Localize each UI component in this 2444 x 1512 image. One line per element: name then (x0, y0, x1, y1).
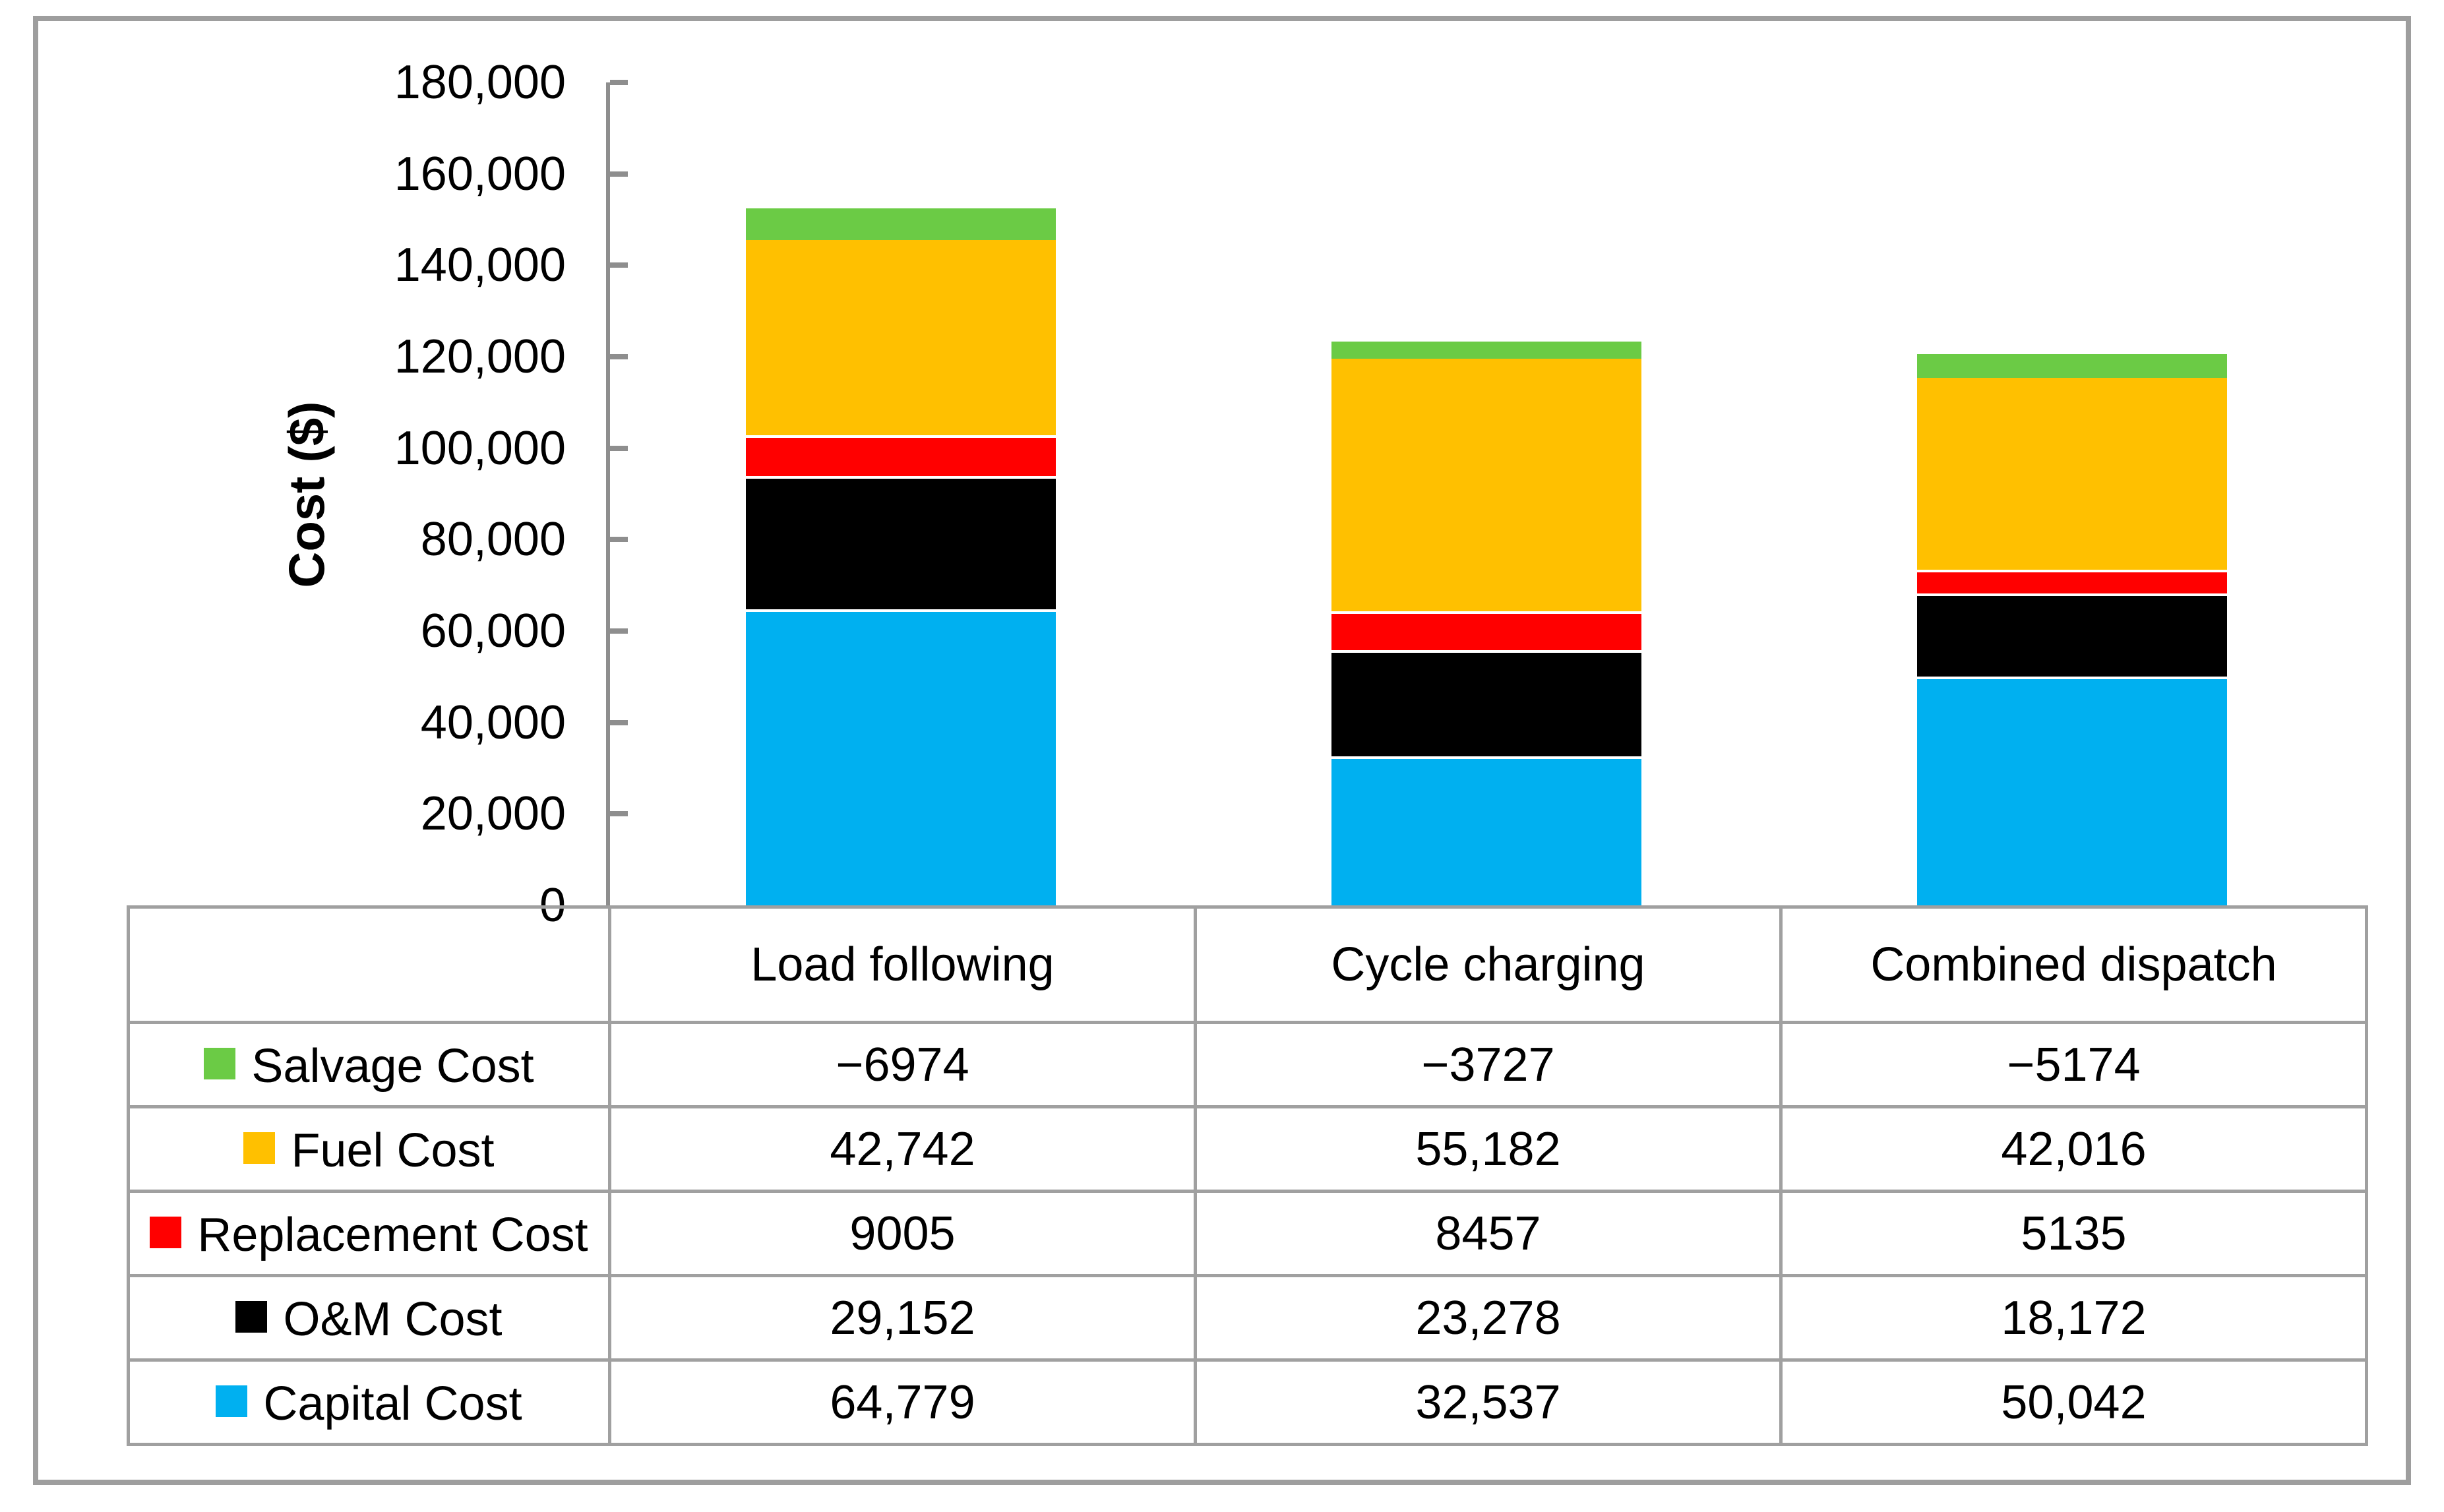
value-cell: 32,537 (1194, 1358, 1783, 1446)
y-tick-mark (610, 628, 628, 634)
y-tick-mark (610, 262, 628, 268)
y-axis-line (606, 82, 610, 908)
legend-swatch-icon (204, 1047, 236, 1079)
y-tick-mark (610, 719, 628, 725)
bar-segment-salvage-cost (1331, 342, 1641, 359)
y-tick-label: 60,000 (420, 605, 566, 657)
bar-segment-capital-cost (746, 609, 1056, 905)
y-axis-title: Cost ($) (279, 401, 336, 588)
bar-segment-o-m-cost (1917, 593, 2227, 677)
value-cell: 64,779 (608, 1358, 1197, 1446)
value-cell: 9005 (608, 1190, 1197, 1277)
stacked-bar-cycle-charging (1331, 342, 1641, 905)
value-cell: −6974 (608, 1021, 1197, 1108)
stacked-bar-combined-dispatch (1917, 354, 2227, 905)
legend-swatch-icon (150, 1216, 182, 1248)
value-cell: 18,172 (1779, 1274, 2368, 1362)
category-header: Load following (608, 905, 1197, 1024)
y-tick-label: 180,000 (394, 56, 566, 109)
bar-segment-capital-cost (1331, 756, 1641, 905)
stacked-bar-load-following (746, 208, 1056, 905)
legend-swatch-icon (243, 1132, 276, 1164)
value-cell: 42,016 (1779, 1105, 2368, 1193)
value-cell: 42,742 (608, 1105, 1197, 1193)
bar-segment-fuel-cost (1917, 378, 2227, 570)
bar-segment-replacement-cost (1331, 611, 1641, 650)
y-tick-label: 120,000 (394, 330, 566, 383)
y-tick-label: 100,000 (394, 421, 566, 475)
plot-area (608, 82, 2365, 905)
bar-segment-o-m-cost (746, 476, 1056, 609)
table-row: Replacement Cost 9005 8457 5135 (127, 1190, 2368, 1277)
value-cell: 55,182 (1194, 1105, 1783, 1193)
legend-cell: Capital Cost (127, 1358, 611, 1446)
table-row: Capital Cost 64,779 32,537 50,042 (127, 1358, 2368, 1446)
legend-label: Fuel Cost (291, 1124, 495, 1177)
legend-cell: Fuel Cost (127, 1105, 611, 1193)
value-cell: −3727 (1194, 1021, 1783, 1108)
y-tick-mark (610, 811, 628, 817)
bar-segment-o-m-cost (1331, 650, 1641, 756)
legend-cell: Replacement Cost (127, 1190, 611, 1277)
y-tick-label: 40,000 (420, 696, 566, 749)
category-header: Combined dispatch (1779, 905, 2368, 1024)
value-cell: 8457 (1194, 1190, 1783, 1277)
y-tick-label: 80,000 (420, 513, 566, 566)
value-cell: 29,152 (608, 1274, 1197, 1362)
value-cell: 5135 (1779, 1190, 2368, 1277)
table-row: O&M Cost 29,152 23,278 18,172 (127, 1274, 2368, 1362)
data-table: Load following Cycle charging Combined dis… (127, 905, 2368, 1446)
value-cell: 50,042 (1779, 1358, 2368, 1446)
legend-swatch-icon (235, 1300, 268, 1333)
legend-label: Replacement Cost (197, 1208, 588, 1261)
value-cell: 23,278 (1194, 1274, 1783, 1362)
bar-segment-salvage-cost (746, 208, 1056, 240)
table-header-row: Load following Cycle charging Combined dis… (127, 905, 2368, 1024)
legend-label: O&M Cost (283, 1292, 503, 1346)
value-cell: −5174 (1779, 1021, 2368, 1108)
legend-swatch-icon (216, 1385, 248, 1417)
y-tick-label: 160,000 (394, 147, 566, 200)
bar-segment-fuel-cost (746, 240, 1056, 435)
table-row: Salvage Cost −6974 −3727 −5174 (127, 1021, 2368, 1108)
y-tick-mark (610, 354, 628, 359)
y-tick-mark (610, 537, 628, 543)
table-corner-cell (127, 905, 611, 1024)
table-row: Fuel Cost 42,742 55,182 42,016 (127, 1105, 2368, 1193)
y-tick-mark (610, 171, 628, 177)
legend-cell: O&M Cost (127, 1274, 611, 1362)
bar-segment-capital-cost (1917, 677, 2227, 905)
y-tick-label: 140,000 (394, 239, 566, 292)
bar-segment-fuel-cost (1331, 359, 1641, 611)
legend-cell: Salvage Cost (127, 1021, 611, 1108)
bar-segment-salvage-cost (1917, 354, 2227, 378)
legend-label: Salvage Cost (251, 1039, 534, 1093)
category-header: Cycle charging (1194, 905, 1783, 1024)
bar-segment-replacement-cost (1917, 570, 2227, 593)
y-tick-mark (610, 445, 628, 451)
legend-label: Capital Cost (263, 1377, 522, 1430)
bar-segment-replacement-cost (746, 435, 1056, 476)
y-tick-mark (610, 80, 628, 85)
y-tick-label: 20,000 (420, 787, 566, 841)
